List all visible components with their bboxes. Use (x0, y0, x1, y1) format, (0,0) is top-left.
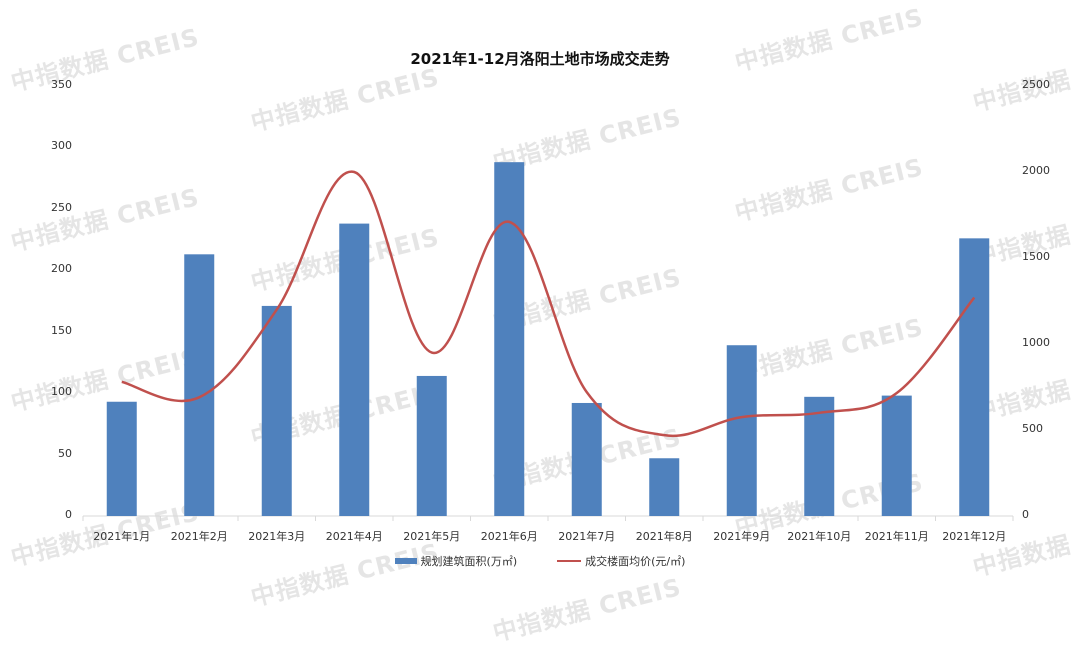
x-tick-label: 2021年8月 (635, 530, 693, 543)
chart-title: 2021年1-12月洛阳土地市场成交走势 (410, 50, 670, 68)
x-tick-label: 2021年6月 (480, 530, 538, 543)
left-y-tick-label: 50 (58, 446, 72, 460)
left-y-tick-label: 350 (51, 78, 72, 91)
right-y-tick-label: 1000 (1022, 336, 1050, 349)
x-tick-label: 2021年5月 (403, 530, 461, 543)
bar (416, 375, 447, 516)
x-tick-label: 2021年2月 (170, 530, 228, 543)
bar (106, 401, 137, 516)
bar-swatch-icon (394, 558, 417, 564)
left-y-tick-label: 200 (51, 262, 72, 276)
bar (261, 305, 292, 516)
left-y-tick-label: 150 (51, 323, 72, 337)
legend-item-bar: 规划建筑面积(万㎡) (394, 553, 518, 569)
bar (726, 345, 757, 516)
right-y-tick-label: 500 (1022, 422, 1043, 435)
left-y-tick-label: 100 (51, 385, 72, 399)
x-tick-label: 2021年11月 (864, 530, 929, 543)
x-tick-label: 2021年7月 (558, 530, 616, 543)
chart-plot-area (82, 162, 1014, 521)
bar (571, 402, 602, 516)
legend-label-bar: 规划建筑面积(万㎡) (420, 555, 518, 568)
x-tick-label: 2021年12月 (942, 530, 1007, 543)
legend: 规划建筑面积(万㎡) 成交楼面均价(元/㎡) (0, 553, 1080, 569)
left-y-tick-label: 250 (51, 200, 72, 214)
right-y-tick-label: 1500 (1022, 250, 1050, 263)
x-tick-label: 2021年1月 (93, 530, 151, 543)
x-tick-label: 2021年10月 (787, 530, 852, 543)
bar (881, 395, 912, 516)
bar (804, 396, 835, 516)
price-line (121, 170, 976, 438)
left-y-tick-label: 0 (65, 508, 72, 521)
x-tick-label: 2021年4月 (325, 530, 383, 543)
x-tick-label: 2021年3月 (248, 530, 306, 543)
x-tick-label: 2021年9月 (713, 530, 771, 543)
right-y-tick-label: 2500 (1022, 78, 1050, 91)
left-y-tick-label: 300 (51, 139, 72, 153)
bar (959, 238, 990, 517)
bar (494, 162, 525, 516)
bar (649, 458, 680, 516)
bar (339, 223, 370, 516)
right-y-tick-label: 2000 (1022, 164, 1050, 177)
bar (184, 254, 215, 517)
legend-item-line: 成交楼面均价(元/㎡) (557, 553, 685, 569)
line-swatch-icon (557, 560, 582, 562)
right-y-tick-label: 0 (1022, 508, 1029, 521)
legend-label-line: 成交楼面均价(元/㎡) (585, 555, 686, 568)
